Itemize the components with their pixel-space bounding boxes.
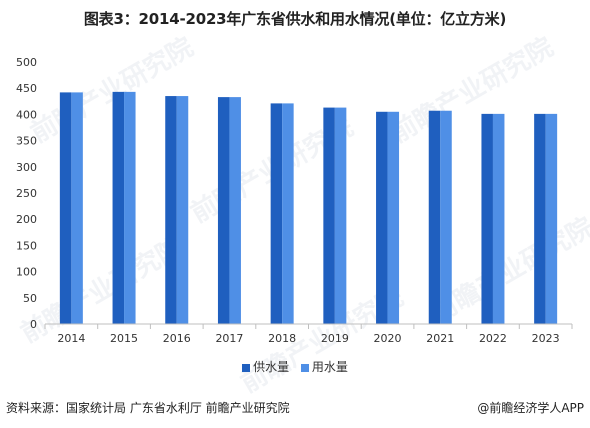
legend-label-supply: 供水量 (253, 360, 290, 374)
bar-supply (428, 110, 441, 325)
source-note: 资料来源：国家统计局 广东省水利厅 前瞻产业研究院 (6, 401, 290, 415)
y-tick-label: 100 (16, 266, 37, 279)
bar-use (71, 92, 83, 324)
y-tick-label: 150 (16, 239, 37, 252)
bar-supply (270, 103, 283, 325)
x-tick-label: 2021 (426, 332, 454, 345)
y-tick-label: 0 (30, 318, 37, 331)
bar-use (124, 91, 136, 324)
y-tick-label: 400 (16, 108, 37, 121)
x-tick-label: 2020 (374, 332, 402, 345)
bar-use (229, 97, 241, 324)
legend-swatch-use (300, 363, 309, 372)
legend-swatch-supply (242, 363, 251, 372)
x-tick-label: 2016 (163, 332, 191, 345)
bar-supply (323, 107, 335, 324)
x-tick-label: 2018 (268, 332, 296, 345)
x-tick-label: 2017 (215, 332, 243, 345)
y-tick-label: 450 (16, 82, 37, 95)
credit-note: @前瞻经济学人APP (477, 401, 584, 415)
bar-supply (165, 96, 177, 324)
chart-title: 图表3：2014-2023年广东省供水和用水情况(单位：亿立方米) (83, 10, 507, 28)
x-tick-label: 2019 (321, 332, 349, 345)
bar-supply (217, 97, 230, 324)
x-tick-label: 2022 (479, 332, 507, 345)
bar-supply (481, 113, 493, 324)
legend-label-use: 用水量 (311, 360, 348, 374)
bar-use (387, 111, 400, 324)
bar-use (334, 107, 347, 324)
bar-supply (376, 111, 388, 324)
y-tick-label: 250 (16, 187, 37, 200)
x-tick-label: 2015 (110, 332, 138, 345)
y-tick-label: 50 (23, 292, 37, 305)
legend: 供水量 用水量 (0, 358, 590, 375)
bar-use (176, 96, 189, 324)
bar-use (282, 103, 294, 325)
bars (59, 91, 558, 325)
y-tick-label: 350 (16, 135, 37, 148)
x-tick-label: 2023 (532, 332, 560, 345)
bar-use (492, 113, 505, 324)
x-tick-label: 2014 (57, 332, 85, 345)
x-axis: 2014 2015 2016 2017 2018 2019 2020 2021 2022 2023 (44, 323, 573, 345)
bar-use (545, 113, 558, 324)
bar-use (440, 110, 452, 325)
y-tick-label: 300 (16, 161, 37, 174)
bar-supply (112, 91, 125, 324)
y-tick-label: 500 (16, 56, 37, 69)
bar-supply (59, 92, 72, 324)
y-tick-label: 200 (16, 213, 37, 226)
legend-item-use: 用水量 (300, 358, 348, 375)
y-axis: 0 50 100 150 200 250 300 350 400 450 500 (16, 56, 37, 331)
legend-item-supply: 供水量 (242, 358, 289, 375)
bar-supply (534, 113, 546, 324)
